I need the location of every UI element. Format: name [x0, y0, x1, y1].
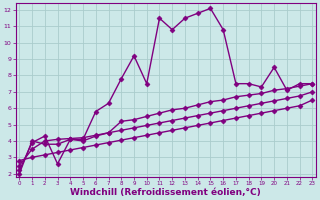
X-axis label: Windchill (Refroidissement éolien,°C): Windchill (Refroidissement éolien,°C) — [70, 188, 261, 197]
